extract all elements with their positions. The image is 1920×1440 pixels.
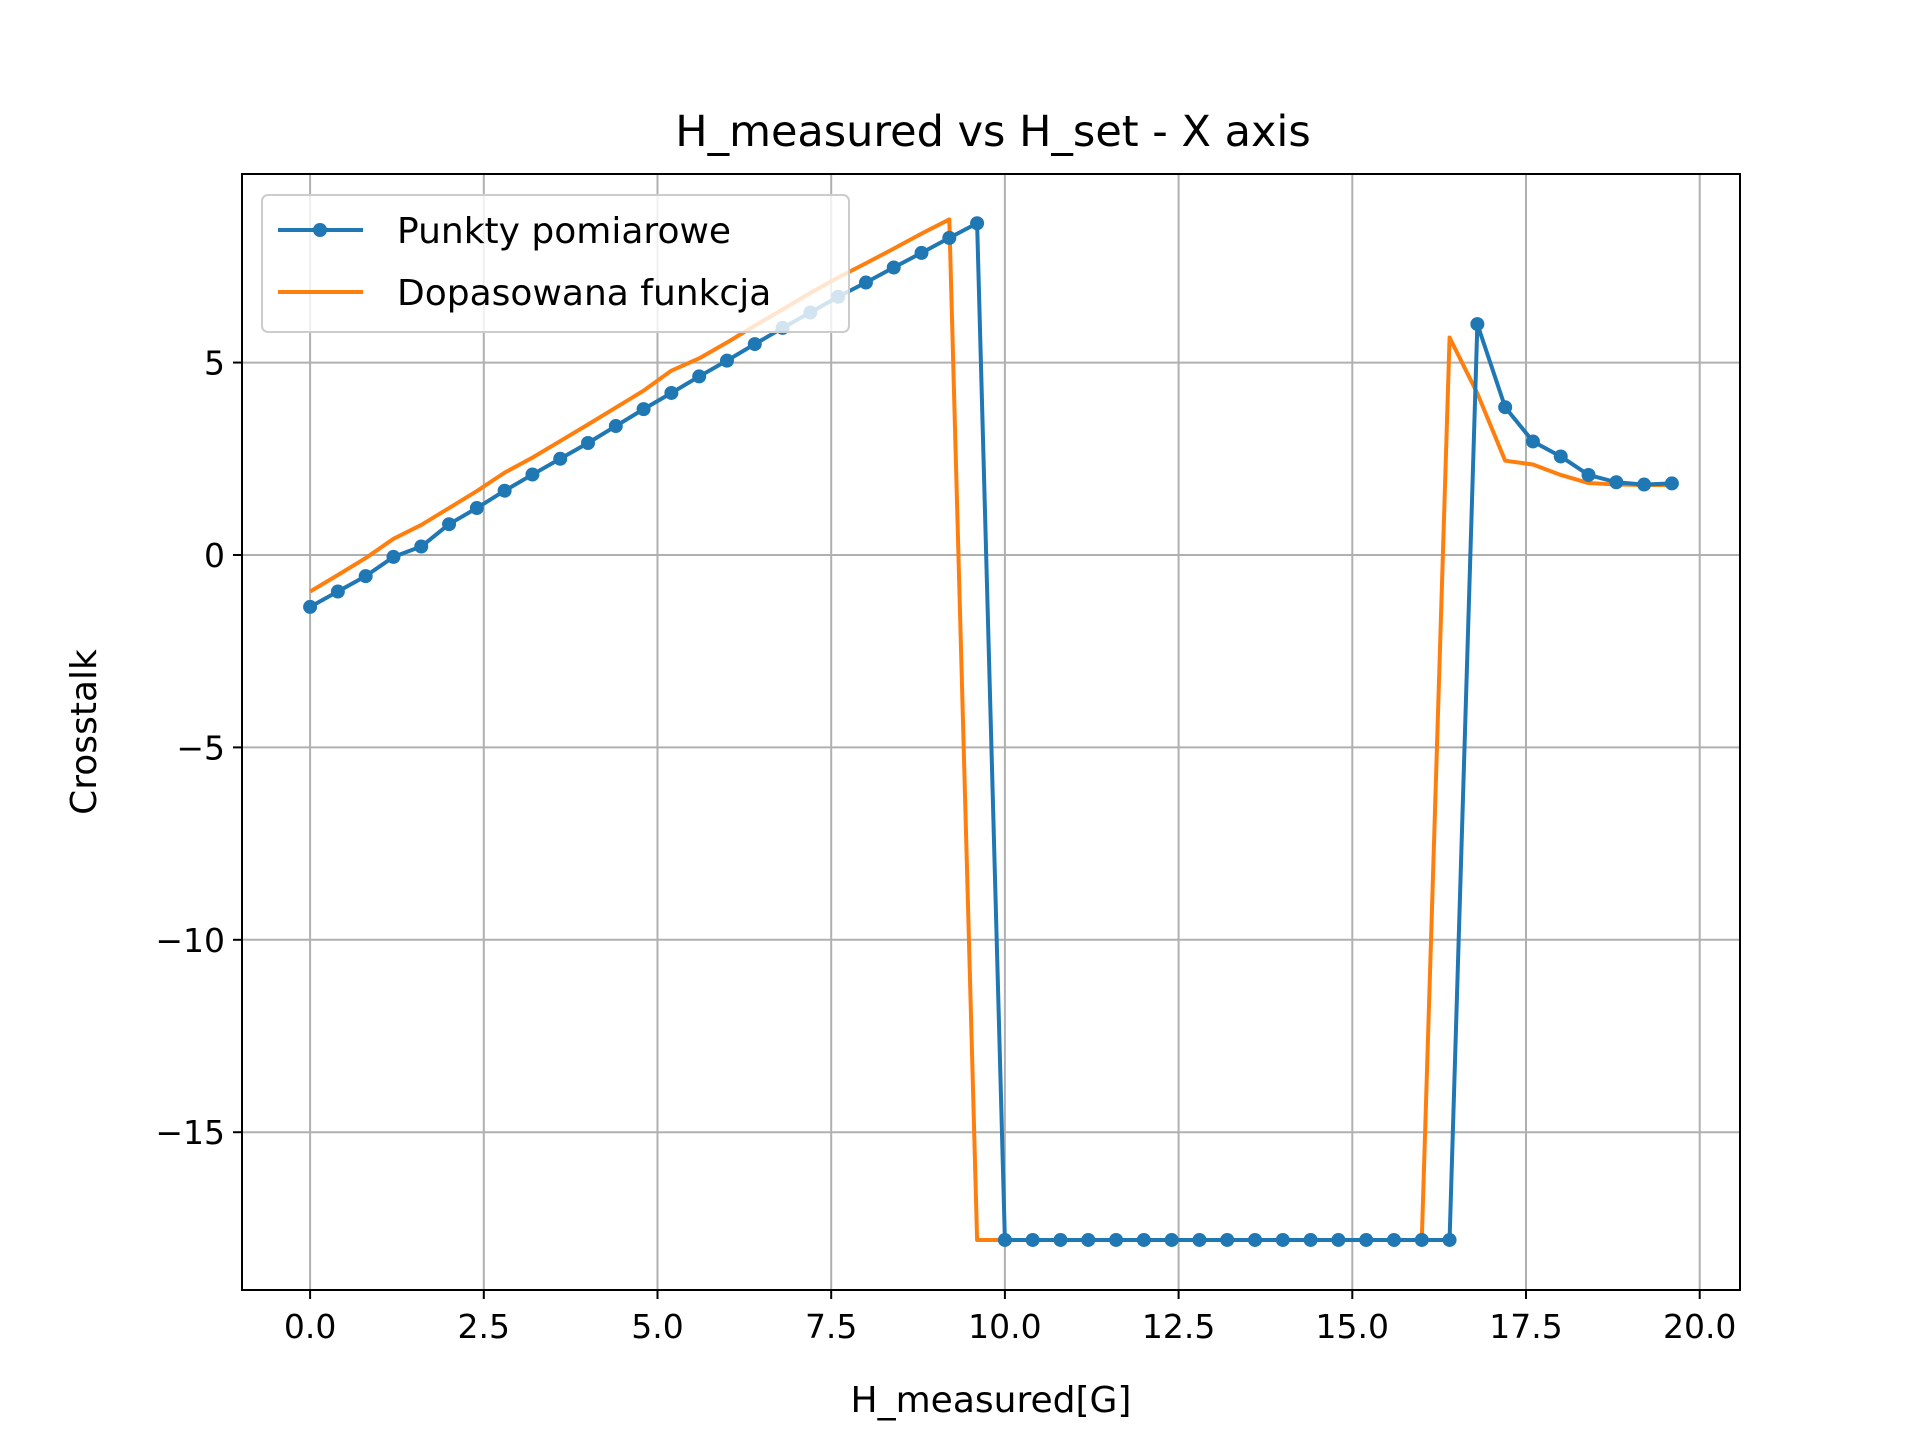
data-point [1081,1232,1096,1247]
data-point [1664,476,1679,491]
legend-marker-punkty-pomiarowe [313,223,327,237]
chart-title: H_measured vs H_set - X axis [675,107,1311,157]
data-point [692,369,707,384]
x-axis-label: H_measured[G] [851,1380,1132,1421]
data-point [1386,1232,1401,1247]
data-point [664,385,679,400]
x-tick-label: 20.0 [1663,1307,1736,1346]
data-point [1053,1232,1068,1247]
x-tick-label: 12.5 [1142,1307,1215,1346]
data-point [497,483,512,498]
data-point [1470,317,1485,332]
data-point [1136,1232,1151,1247]
data-point [942,230,957,245]
y-tick-label: −15 [155,1113,225,1152]
data-point [1248,1232,1263,1247]
data-point [469,501,484,516]
data-point [525,467,540,482]
data-point [1331,1232,1346,1247]
data-point [858,275,873,290]
data-point [1109,1232,1124,1247]
y-tick-label: −10 [155,921,225,960]
data-point [386,549,401,564]
y-tick-label: 0 [204,536,225,575]
data-point [719,353,734,368]
data-point [1303,1232,1318,1247]
data-point [1525,434,1540,449]
y-tick-label: −5 [176,728,225,767]
data-point [1553,449,1568,464]
x-tick-label: 5.0 [631,1307,683,1346]
data-point [886,260,901,275]
data-point [581,435,596,450]
plot-series [303,216,1679,1247]
data-point [997,1232,1012,1247]
x-tick-label: 10.0 [968,1307,1041,1346]
legend-label-dopasowana-funkcja: Dopasowana funkcja [397,273,771,314]
data-point [414,539,429,554]
axis-ticks: 0.0 2.5 5.0 7.5 10.0 12.5 15.0 17.5 20.0 5 0 −5 −10 −… [155,344,1736,1346]
data-point [303,599,318,614]
data-point [1498,400,1513,415]
data-point [1220,1232,1235,1247]
data-point [442,517,457,532]
data-point [1637,477,1652,492]
data-point [1581,467,1596,482]
data-point [970,216,985,231]
series-line-dopasowana-funkcja [309,217,1672,1242]
data-point [1192,1232,1207,1247]
x-tick-label: 0.0 [284,1307,336,1346]
x-tick-label: 7.5 [805,1307,857,1346]
data-point [636,402,651,417]
data-point [747,337,762,352]
data-point [1414,1232,1429,1247]
legend: Punkty pomiarowe Dopasowana funkcja [261,194,850,333]
x-tick-label: 15.0 [1316,1307,1389,1346]
data-point [1609,475,1624,490]
data-point [330,584,345,599]
data-point [608,419,623,434]
data-point [1359,1232,1374,1247]
data-point [1025,1232,1040,1247]
y-tick-label: 5 [204,344,225,383]
data-point [553,451,568,466]
data-point [358,569,373,584]
data-point [1442,1232,1457,1247]
y-axis-label: Crosstalk [64,649,105,815]
data-point [914,245,929,260]
legend-label-punkty-pomiarowe: Punkty pomiarowe [397,211,731,252]
data-point [1275,1232,1290,1247]
axes-frame [241,173,1741,1291]
legend-box [261,194,850,333]
x-tick-label: 2.5 [458,1307,510,1346]
x-tick-label: 17.5 [1489,1307,1562,1346]
data-point [1164,1232,1179,1247]
